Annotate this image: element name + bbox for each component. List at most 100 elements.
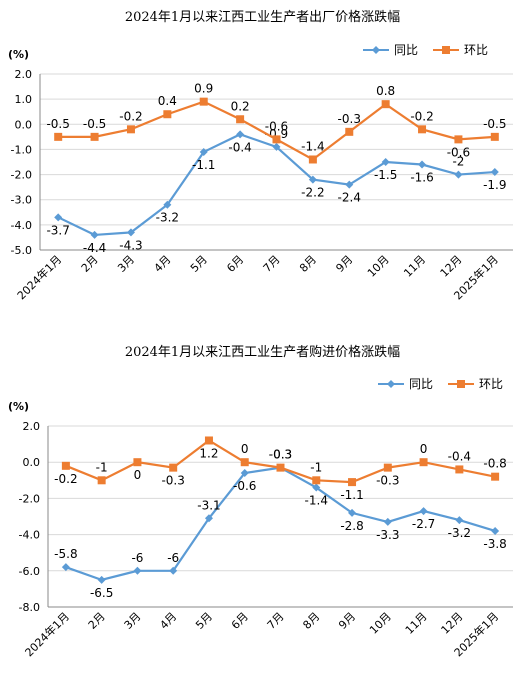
x-tick-label: 10月 bbox=[367, 610, 394, 637]
data-label: -0.5 bbox=[483, 117, 506, 131]
legend-marker-diamond bbox=[387, 380, 395, 388]
x-tick-label: 9月 bbox=[333, 253, 355, 275]
data-label: -1.4 bbox=[301, 139, 324, 153]
x-tick-label: 12月 bbox=[438, 253, 465, 280]
data-label: -0.3 bbox=[269, 448, 292, 462]
data-label: -3.3 bbox=[376, 528, 399, 542]
data-point-mom bbox=[204, 436, 213, 445]
data-point-yoy bbox=[348, 508, 357, 517]
data-point-yoy bbox=[54, 213, 63, 222]
data-label: 0.8 bbox=[376, 84, 395, 98]
data-label: -1 bbox=[310, 460, 322, 474]
data-label: -4.3 bbox=[119, 238, 142, 252]
data-label: -6 bbox=[167, 551, 179, 565]
x-tick-label: 2月 bbox=[79, 253, 101, 275]
y-tick-label: -2.0 bbox=[11, 169, 32, 182]
legend-marker-square bbox=[457, 380, 465, 388]
y-tick-label: -3.0 bbox=[11, 194, 32, 207]
data-label: -0.3 bbox=[376, 474, 399, 488]
x-tick-label: 5月 bbox=[188, 253, 210, 275]
y-tick-label: -5.0 bbox=[11, 244, 32, 257]
data-point-mom bbox=[163, 110, 172, 119]
data-label: -0.4 bbox=[448, 449, 471, 463]
data-label: -2.7 bbox=[412, 517, 435, 531]
data-label: -6 bbox=[131, 551, 143, 565]
chart-title: 2024年1月以来江西工业生产者购进价格涨跌幅 bbox=[124, 345, 401, 360]
data-label: -0.5 bbox=[83, 117, 106, 131]
data-label: -0.6 bbox=[233, 479, 256, 493]
legend-label: 环比 bbox=[479, 377, 503, 391]
legend-marker-diamond bbox=[372, 46, 380, 54]
data-point-yoy bbox=[272, 142, 281, 151]
x-tick-label: 6月 bbox=[224, 253, 246, 275]
data-point-yoy bbox=[312, 483, 321, 492]
data-label: -1.9 bbox=[483, 178, 506, 192]
data-point-mom bbox=[272, 135, 281, 144]
data-point-mom bbox=[54, 132, 63, 141]
data-point-yoy bbox=[126, 228, 135, 237]
data-label: 0 bbox=[134, 468, 142, 482]
legend: 同比 环比 bbox=[363, 43, 488, 57]
data-label: -0.3 bbox=[161, 474, 184, 488]
data-label: 0 bbox=[420, 442, 428, 456]
data-label: -0.2 bbox=[119, 109, 142, 123]
data-point-yoy bbox=[345, 180, 354, 189]
data-point-mom bbox=[455, 465, 464, 474]
y-tick-label: -4.0 bbox=[19, 529, 40, 542]
data-point-yoy bbox=[163, 200, 172, 209]
data-label: -0.3 bbox=[269, 448, 292, 462]
data-point-yoy bbox=[240, 469, 249, 478]
x-tick-label: 9月 bbox=[336, 610, 358, 632]
x-tick-label: 6月 bbox=[229, 610, 251, 632]
data-point-yoy bbox=[308, 175, 317, 184]
legend-label: 环比 bbox=[464, 43, 488, 57]
x-tick-label: 11月 bbox=[403, 610, 430, 637]
x-tick-label: 4月 bbox=[157, 610, 179, 632]
y-tick-label: -8.0 bbox=[19, 601, 40, 614]
data-point-yoy bbox=[454, 170, 463, 179]
data-label: -0.3 bbox=[338, 112, 361, 126]
data-point-yoy bbox=[133, 566, 142, 575]
x-tick-label: 3月 bbox=[122, 610, 144, 632]
data-point-yoy bbox=[61, 563, 70, 572]
chart-title: 2024年1月以来江西工业生产者出厂价格涨跌幅 bbox=[124, 10, 401, 25]
data-label: -0.2 bbox=[54, 472, 77, 486]
data-point-mom bbox=[381, 100, 390, 109]
y-unit-label: (%) bbox=[8, 400, 29, 413]
y-unit-label: (%) bbox=[8, 48, 29, 61]
data-label: 0.2 bbox=[231, 99, 250, 113]
data-point-mom bbox=[348, 478, 357, 487]
legend-label: 同比 bbox=[409, 377, 433, 391]
data-point-yoy bbox=[419, 507, 428, 516]
data-point-mom bbox=[199, 97, 208, 106]
data-label: -1 bbox=[96, 460, 108, 474]
y-tick-label: -2.0 bbox=[19, 492, 40, 505]
y-tick-label: 2.0 bbox=[15, 68, 33, 81]
x-tick-label: 10月 bbox=[365, 253, 392, 280]
x-tick-label: 2月 bbox=[86, 610, 108, 632]
y-tick-label: -1.0 bbox=[11, 143, 32, 156]
data-label: -1.1 bbox=[340, 488, 363, 502]
data-label: -3.7 bbox=[46, 223, 69, 237]
data-point-mom bbox=[61, 461, 70, 470]
data-label: -1.4 bbox=[305, 494, 328, 508]
data-point-yoy bbox=[199, 147, 208, 156]
data-point-mom bbox=[90, 132, 99, 141]
data-label: -2.4 bbox=[338, 191, 361, 205]
data-point-mom bbox=[308, 155, 317, 164]
data-label: 0.4 bbox=[158, 94, 177, 108]
data-label: 0 bbox=[241, 442, 249, 456]
data-label: -0.8 bbox=[483, 457, 506, 471]
x-tick-label: 8月 bbox=[300, 610, 322, 632]
x-tick-label: 5月 bbox=[193, 610, 215, 632]
legend-label: 同比 bbox=[394, 43, 418, 57]
y-tick-label: 0.0 bbox=[15, 118, 33, 131]
data-label: -5.8 bbox=[54, 547, 77, 561]
data-point-mom bbox=[97, 476, 106, 485]
data-point-mom bbox=[419, 458, 428, 467]
x-tick-label: 3月 bbox=[115, 253, 137, 275]
chart-export-prices: 2024年1月以来江西工业生产者出厂价格涨跌幅 (%) 2.0 1.0 0.0 -1.0… bbox=[0, 0, 525, 335]
data-point-mom bbox=[133, 458, 142, 467]
